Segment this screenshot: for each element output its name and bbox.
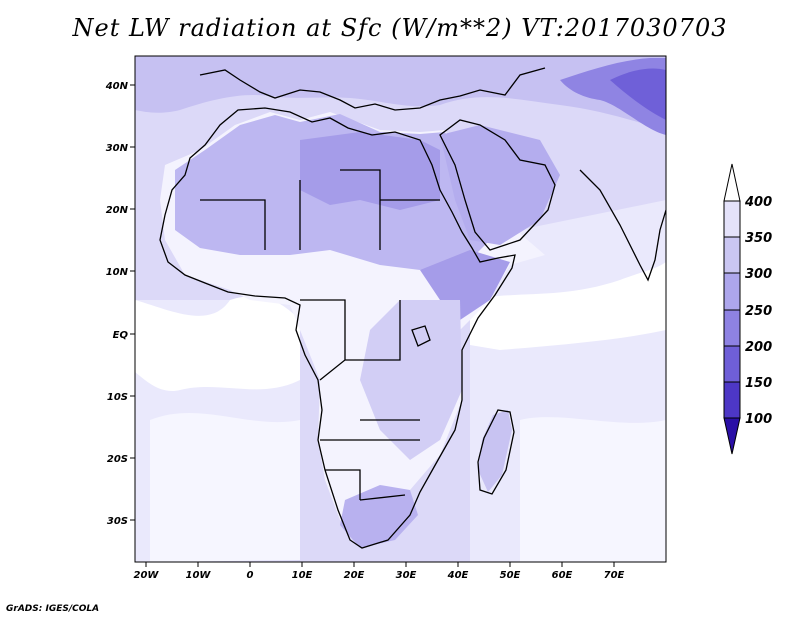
africa-coastline bbox=[159, 107, 516, 549]
colorbar-swatch-300 bbox=[723, 272, 741, 311]
lon-label-70e: 70E bbox=[604, 570, 625, 581]
lake-victoria bbox=[411, 325, 431, 347]
lon-label-20e: 20E bbox=[344, 570, 365, 581]
madagascar-coastline bbox=[477, 409, 515, 495]
map-title: Net LW radiation at Sfc (W/m**2) VT:2017… bbox=[72, 14, 728, 42]
colorbar-labels: 400 350 300 250 200 150 100 bbox=[744, 195, 772, 427]
lat-label-30n: 30N bbox=[106, 143, 129, 154]
lat-label-10s: 10S bbox=[107, 392, 128, 403]
white-patch-indian bbox=[470, 262, 666, 350]
border-south bbox=[325, 469, 406, 501]
white-patch-south-east bbox=[520, 417, 666, 562]
south-africa-300 bbox=[340, 485, 418, 548]
lat-ticks bbox=[130, 84, 135, 521]
lon-label-0: 0 bbox=[247, 570, 254, 581]
india-coastline bbox=[579, 169, 666, 282]
asia-darker bbox=[610, 68, 666, 120]
lon-label-50e: 50E bbox=[500, 570, 521, 581]
colorbar-label-150: 150 bbox=[745, 376, 772, 391]
colorbar-swatch-400 bbox=[723, 200, 741, 238]
lat-label-30s: 30S bbox=[107, 516, 128, 527]
colorbar-swatch-200 bbox=[723, 345, 741, 383]
lon-labels: 20W 10W 0 10E 20E 30E 40E 50E 60E 70E bbox=[134, 570, 625, 581]
colorbar-label-300: 300 bbox=[745, 267, 772, 282]
colorbar-label-100: 100 bbox=[745, 412, 772, 427]
lon-label-20w: 20W bbox=[134, 570, 160, 581]
grads-credit: GrADS: IGES/COLA bbox=[6, 604, 100, 614]
lat-label-10n: 10N bbox=[106, 267, 129, 278]
lon-label-10w: 10W bbox=[186, 570, 212, 581]
lat-label-eq: EQ bbox=[113, 330, 129, 341]
colorbar-top-arrow bbox=[723, 163, 741, 202]
colorbar-label-350: 350 bbox=[745, 231, 772, 246]
lat-label-20s: 20S bbox=[107, 454, 128, 465]
lon-ticks bbox=[145, 562, 615, 567]
border-central bbox=[300, 299, 420, 441]
arabia-coastline bbox=[439, 119, 556, 251]
madagascar-field bbox=[478, 410, 512, 492]
lon-label-40e: 40E bbox=[447, 570, 469, 581]
colorbar-swatch-350 bbox=[723, 236, 741, 274]
lat-labels: 40N 30N 20N 10N EQ 10S 20S 30S bbox=[105, 81, 129, 527]
colorbar bbox=[723, 163, 741, 455]
colorbar-label-200: 200 bbox=[745, 340, 772, 355]
colorbar-swatch-150 bbox=[723, 381, 741, 419]
colorbar-label-250: 250 bbox=[745, 304, 772, 319]
lat-label-20n: 20N bbox=[106, 205, 129, 216]
colorbar-bottom-arrow bbox=[723, 417, 741, 455]
white-patch-atlantic bbox=[135, 296, 300, 391]
colorbar-swatch-250 bbox=[723, 309, 741, 347]
lat-label-40n: 40N bbox=[105, 81, 129, 92]
plot-frame bbox=[134, 55, 667, 563]
lon-label-30e: 30E bbox=[396, 570, 417, 581]
colorbar-label-400: 400 bbox=[744, 195, 772, 210]
sahara-250 bbox=[300, 132, 440, 210]
white-patch-south bbox=[150, 412, 300, 562]
europe-field bbox=[135, 56, 666, 130]
lon-label-10e: 10E bbox=[292, 570, 313, 581]
lon-label-60e: 60E bbox=[552, 570, 573, 581]
europe-coastline bbox=[199, 67, 546, 111]
coastlines bbox=[159, 67, 666, 549]
border-west bbox=[200, 169, 440, 250]
